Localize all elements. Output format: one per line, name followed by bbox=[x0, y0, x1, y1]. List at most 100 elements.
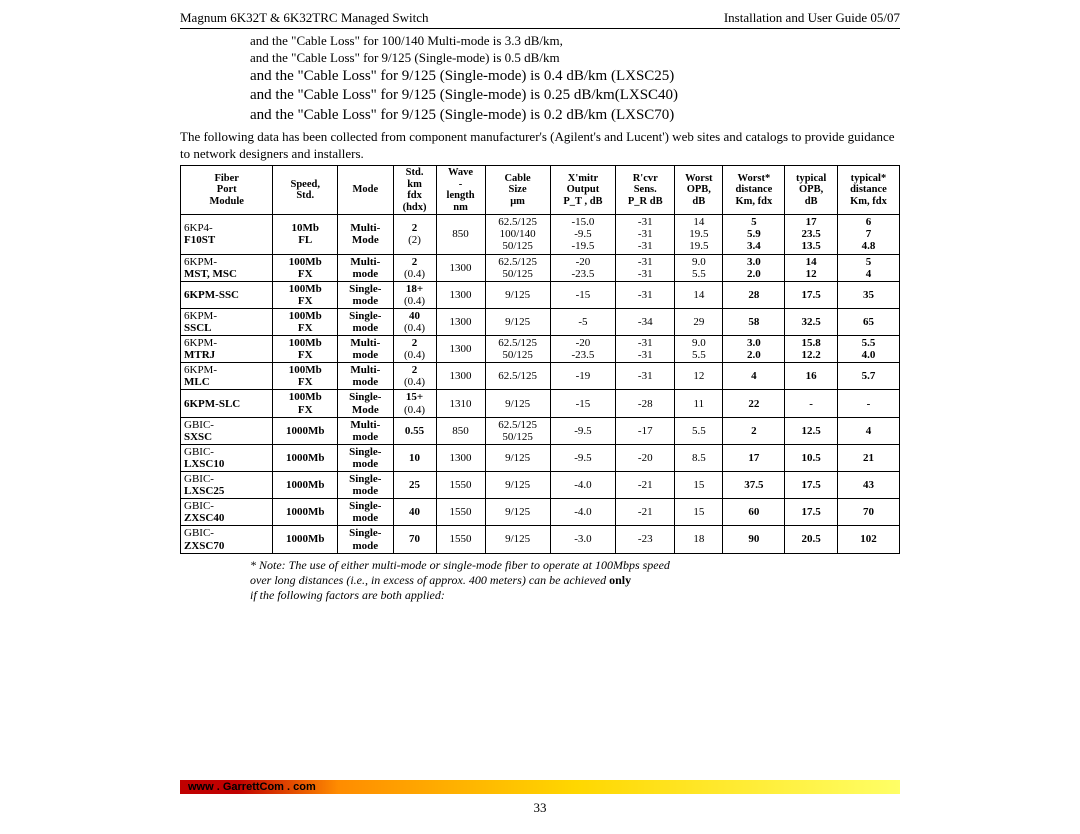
cell: - bbox=[785, 390, 837, 417]
cell: Multi-mode bbox=[338, 363, 394, 390]
cell: -31 -31 bbox=[616, 336, 675, 363]
cell: 6KPM-SSCL bbox=[181, 308, 273, 335]
cell: 3.02.0 bbox=[723, 254, 785, 281]
cell: Multi-Mode bbox=[338, 215, 394, 254]
cell: 60 bbox=[723, 499, 785, 526]
cell: 10MbFL bbox=[273, 215, 338, 254]
cell: Single-mode bbox=[338, 472, 394, 499]
cell: 9/125 bbox=[485, 308, 550, 335]
cell: - bbox=[837, 390, 899, 417]
cell: 55.93.4 bbox=[723, 215, 785, 254]
cell: 8.5 bbox=[675, 444, 723, 471]
cell: 17.5 bbox=[785, 281, 837, 308]
cell: 70 bbox=[837, 499, 899, 526]
cell: 1550 bbox=[436, 472, 485, 499]
cell: 100MbFX bbox=[273, 308, 338, 335]
cell: 12 bbox=[675, 363, 723, 390]
table-row: 6KP4-F10ST10MbFLMulti-Mode2(2)85062.5/12… bbox=[181, 215, 900, 254]
cell: 850 bbox=[436, 215, 485, 254]
col-header-4: Wave - length nm bbox=[436, 166, 485, 215]
cell: 102 bbox=[837, 526, 899, 553]
cell: -28 bbox=[616, 390, 675, 417]
cell: 1300 bbox=[436, 363, 485, 390]
cell: 1300 bbox=[436, 281, 485, 308]
note-line-3: if the following factors are both applie… bbox=[250, 588, 445, 602]
table-row: GBIC-ZXSC401000MbSingle-mode4015509/125-… bbox=[181, 499, 900, 526]
cell: 15.812.2 bbox=[785, 336, 837, 363]
cell: 16 bbox=[785, 363, 837, 390]
cell: 10 bbox=[393, 444, 436, 471]
cell: 17.5 bbox=[785, 499, 837, 526]
cell: 35 bbox=[837, 281, 899, 308]
table-row: GBIC-LXSC101000MbSingle-mode1013009/125-… bbox=[181, 444, 900, 471]
cell: 90 bbox=[723, 526, 785, 553]
cell: 100MbFX bbox=[273, 390, 338, 417]
cell: Single-mode bbox=[338, 444, 394, 471]
col-header-10: typical OPB, dB bbox=[785, 166, 837, 215]
cell: GBIC-ZXSC70 bbox=[181, 526, 273, 553]
cell: 22 bbox=[723, 390, 785, 417]
intro-large-0: and the "Cable Loss" for 9/125 (Single-m… bbox=[180, 67, 900, 87]
fiber-spec-table: Fiber Port ModuleSpeed, Std.ModeStd. km … bbox=[180, 165, 900, 554]
cell: 9/125 bbox=[485, 526, 550, 553]
cell: 3.02.0 bbox=[723, 336, 785, 363]
cell: 25 bbox=[393, 472, 436, 499]
url-footer-bar: www . GarrettCom . com bbox=[180, 780, 900, 794]
cell: 1000Mb bbox=[273, 417, 338, 444]
cell: 62.5/125 100/140 50/125 bbox=[485, 215, 550, 254]
cell: 1300 bbox=[436, 444, 485, 471]
cell: -20 -23.5 bbox=[550, 336, 616, 363]
cell: 0.55 bbox=[393, 417, 436, 444]
col-header-1: Speed, Std. bbox=[273, 166, 338, 215]
cell: -31 bbox=[616, 363, 675, 390]
cell: 15+(0.4) bbox=[393, 390, 436, 417]
col-header-6: X'mitr Output P_T , dB bbox=[550, 166, 616, 215]
cell: 850 bbox=[436, 417, 485, 444]
cell: Single-Mode bbox=[338, 390, 394, 417]
cell: -15 bbox=[550, 281, 616, 308]
cell: 40(0.4) bbox=[393, 308, 436, 335]
col-header-9: Worst* distance Km, fdx bbox=[723, 166, 785, 215]
cell: Multi-mode bbox=[338, 336, 394, 363]
header-left: Magnum 6K32T & 6K32TRC Managed Switch bbox=[180, 10, 429, 26]
intro-large-1: and the "Cable Loss" for 9/125 (Single-m… bbox=[180, 86, 900, 106]
cell: Multi-mode bbox=[338, 254, 394, 281]
cell: 1550 bbox=[436, 526, 485, 553]
cell: 100MbFX bbox=[273, 254, 338, 281]
cell: 9/125 bbox=[485, 472, 550, 499]
cell: 1300 bbox=[436, 336, 485, 363]
cell: 11 bbox=[675, 390, 723, 417]
cell: 14 19.5 19.5 bbox=[675, 215, 723, 254]
cell: 70 bbox=[393, 526, 436, 553]
intro-small-1: and the "Cable Loss" for 9/125 (Single-m… bbox=[180, 50, 900, 67]
cell: -9.5 bbox=[550, 417, 616, 444]
table-row: 6KPM-SSCL100MbFXSingle-mode40(0.4)13009/… bbox=[181, 308, 900, 335]
cell: 100MbFX bbox=[273, 363, 338, 390]
cell: Single-mode bbox=[338, 308, 394, 335]
table-row: 6KPM-SLC100MbFXSingle-Mode15+(0.4)13109/… bbox=[181, 390, 900, 417]
table-row: GBIC-ZXSC701000MbSingle-mode7015509/125-… bbox=[181, 526, 900, 553]
page-number: 33 bbox=[0, 800, 1080, 816]
cell: -15 bbox=[550, 390, 616, 417]
cell: -31 -31 -31 bbox=[616, 215, 675, 254]
cell: 4 bbox=[837, 417, 899, 444]
cell: 14 bbox=[675, 281, 723, 308]
cell: 1300 bbox=[436, 254, 485, 281]
cell: 1000Mb bbox=[273, 472, 338, 499]
table-row: 6KPM-MLC100MbFXMulti-mode2(0.4)130062.5/… bbox=[181, 363, 900, 390]
cell: 1310 bbox=[436, 390, 485, 417]
col-header-2: Mode bbox=[338, 166, 394, 215]
cell: 2(2) bbox=[393, 215, 436, 254]
cell: 6KP4-F10ST bbox=[181, 215, 273, 254]
cell: GBIC-ZXSC40 bbox=[181, 499, 273, 526]
note-only: only bbox=[609, 573, 631, 587]
cell: -21 bbox=[616, 499, 675, 526]
cell: 1000Mb bbox=[273, 526, 338, 553]
cell: -31 bbox=[616, 281, 675, 308]
col-header-3: Std. km fdx (hdx) bbox=[393, 166, 436, 215]
cell: 54 bbox=[837, 254, 899, 281]
cell: 15 bbox=[675, 472, 723, 499]
cell: -31 -31 bbox=[616, 254, 675, 281]
cell: 12.5 bbox=[785, 417, 837, 444]
cell: Single-mode bbox=[338, 526, 394, 553]
